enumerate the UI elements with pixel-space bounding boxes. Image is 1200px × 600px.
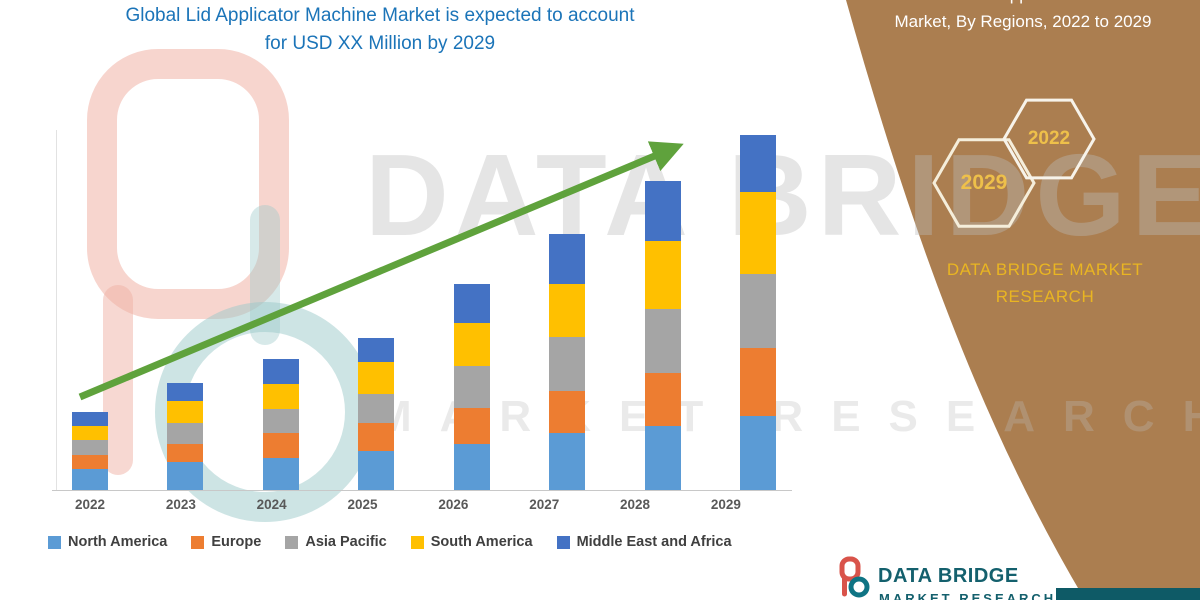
legend-swatch (285, 535, 299, 549)
legend-swatch (191, 535, 205, 549)
bar-2024 (262, 358, 299, 490)
bar-2028 (644, 181, 681, 490)
bar-segment-asia-pacific (644, 308, 681, 373)
x-axis-line (52, 490, 792, 491)
bar-segment-south-america (739, 191, 776, 274)
bar-segment-south-america (358, 362, 395, 395)
bar-segment-north-america (358, 451, 395, 490)
legend-swatch (48, 535, 61, 549)
bar-segment-europe (358, 422, 395, 451)
x-axis-label-2024: 2024 (256, 497, 287, 512)
bar-segment-north-america (262, 458, 299, 490)
footer-brand-text: DATA BRIDGE (878, 565, 1019, 587)
legend-item-middle-east-and-africa: Middle East and Africa (556, 534, 732, 550)
x-axis-label-2023: 2023 (165, 497, 196, 512)
panel-brand-text: DATA BRIDGE MARKET RESEARCH (920, 256, 1170, 310)
legend-label: Europe (211, 534, 262, 550)
chart-title: Global Lid Applicator Machine Market is … (60, 2, 700, 58)
bar-segment-north-america (549, 433, 586, 490)
bar-2022 (72, 411, 108, 490)
panel-brand-line1: DATA BRIDGE MARKET (946, 260, 1144, 279)
bar-segment-middle-east-and-africa (549, 234, 586, 285)
x-axis-label-2029: 2029 (710, 497, 741, 512)
bar-segment-north-america (72, 468, 108, 490)
bar-segment-europe (167, 443, 204, 462)
legend-item-europe: Europe (191, 534, 261, 550)
bar-segment-middle-east-and-africa (739, 135, 776, 192)
bar-segment-middle-east-and-africa (72, 411, 108, 427)
bar-segment-asia-pacific (262, 408, 299, 434)
bar-segment-europe (262, 433, 299, 459)
bar-segment-middle-east-and-africa (453, 284, 490, 324)
y-axis-line (56, 130, 57, 490)
bar-segment-middle-east-and-africa (644, 181, 681, 242)
bar-segment-asia-pacific (739, 273, 776, 348)
bar-segment-europe (644, 372, 681, 427)
bar-segment-south-america (72, 426, 108, 441)
legend-swatch (556, 535, 570, 549)
bar-segment-middle-east-and-africa (262, 358, 299, 384)
bar-segment-asia-pacific (167, 422, 204, 444)
bar-segment-europe (72, 454, 108, 469)
legend-item-north-america: North America (48, 534, 167, 550)
x-axis-labels: 2022 2023 2024 2025 2026 2027 2028 2029 (45, 497, 771, 512)
bar-segment-north-america (453, 443, 490, 490)
bar-segment-south-america (644, 241, 681, 309)
bar-segment-north-america (167, 461, 204, 490)
bar-segment-middle-east-and-africa (358, 337, 395, 363)
data-bridge-logo-icon (839, 556, 870, 598)
bar-2025 (358, 337, 395, 490)
x-axis-label-2022: 2022 (74, 497, 106, 512)
bar-segment-asia-pacific (549, 337, 586, 391)
legend-label: Middle East and Africa (576, 534, 732, 550)
bar-segment-asia-pacific (72, 440, 108, 455)
panel-brand-line2: RESEARCH (995, 287, 1095, 306)
bar-segment-europe (453, 408, 490, 444)
bar-segment-middle-east-and-africa (167, 383, 204, 402)
legend-item-asia-pacific: Asia Pacific (285, 534, 387, 550)
chart-title-line2: for USD XX Million by 2029 (264, 33, 496, 54)
bar-segment-europe (739, 348, 776, 416)
legend-item-south-america: South America (410, 534, 533, 550)
bar-segment-asia-pacific (358, 394, 395, 423)
hexagon-year-left: 2029 (960, 171, 1008, 194)
x-axis-label-2028: 2028 (620, 497, 651, 512)
bar-2027 (549, 234, 586, 490)
chart-title-line1: Global Lid Applicator Machine Market is … (125, 5, 635, 26)
bar-2023 (167, 383, 204, 490)
footer-teal-bar (1056, 588, 1200, 600)
bar-segment-south-america (453, 323, 490, 366)
bar-segment-north-america (644, 426, 681, 490)
legend-label: North America (68, 534, 168, 550)
bar-segment-south-america (167, 401, 204, 423)
bar-segment-europe (549, 390, 586, 434)
chart-legend: North America Europe Asia Pacific South Ame… (48, 534, 732, 550)
bar-segment-north-america (739, 415, 776, 490)
bar-segment-asia-pacific (453, 365, 490, 409)
stacked-bar-plot (56, 130, 792, 490)
x-axis-label-2026: 2026 (438, 497, 469, 512)
legend-label: South America (430, 534, 533, 550)
hexagon-year-right: 2022 (1027, 128, 1071, 149)
panel-heading: Market, By Regions, 2022 to 2029 (894, 12, 1152, 31)
legend-label: Asia Pacific (305, 534, 387, 550)
bar-2029 (739, 135, 776, 490)
bar-2026 (453, 284, 490, 490)
x-axis-label-2027: 2027 (529, 497, 560, 512)
bar-segment-south-america (262, 383, 299, 409)
bar-segment-south-america (549, 284, 586, 338)
x-axis-label-2025: 2025 (347, 497, 378, 512)
footer-brand-subtext-clipped: MARKET RESEARCH (879, 591, 1057, 600)
panel-heading-line1-clipped: Lid Applicator (846, 0, 1200, 5)
legend-swatch (410, 535, 424, 549)
